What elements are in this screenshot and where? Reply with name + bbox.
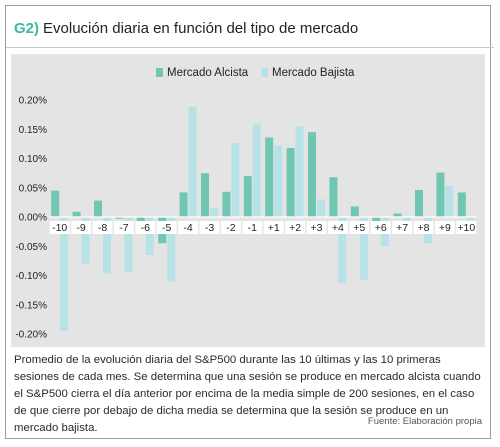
bar-bajista bbox=[402, 217, 411, 223]
x-label-bg bbox=[178, 221, 199, 234]
bar-bajista bbox=[124, 217, 133, 273]
bar-alcista bbox=[265, 137, 274, 217]
x-label-bg bbox=[392, 221, 413, 234]
bar-alcista bbox=[372, 217, 381, 222]
x-label-bg bbox=[156, 221, 177, 234]
chart-source: Fuente: Elaboración propia bbox=[367, 416, 482, 427]
x-label-bg bbox=[49, 221, 70, 234]
bar-alcista bbox=[436, 172, 445, 217]
bar-bajista bbox=[359, 217, 368, 281]
x-tick-label: +3 bbox=[311, 222, 323, 234]
bar-bajista bbox=[188, 107, 197, 217]
x-tick-label: -6 bbox=[141, 222, 150, 234]
bar-alcista bbox=[51, 190, 60, 217]
x-tick-label: +8 bbox=[418, 222, 430, 234]
legend-label: Mercado Alcista bbox=[167, 67, 249, 79]
y-tick-label: -0.05% bbox=[15, 242, 47, 253]
x-tick-label: -1 bbox=[248, 222, 257, 234]
x-tick-label: +10 bbox=[457, 222, 475, 234]
chart-caption: Promedio de la evolución diaria del S&P5… bbox=[14, 354, 481, 434]
figure-title: Evolución diaria en función del tipo de … bbox=[43, 20, 359, 37]
bar-bajista bbox=[466, 217, 475, 220]
x-tick-label: +2 bbox=[289, 222, 301, 234]
x-tick-label: +4 bbox=[332, 222, 344, 234]
bar-bajista bbox=[295, 126, 304, 217]
x-tick-label: -9 bbox=[76, 222, 85, 234]
x-tick-label: -10 bbox=[52, 222, 67, 234]
x-label-bg bbox=[242, 221, 263, 234]
x-label-bg bbox=[71, 221, 92, 234]
bar-bajista bbox=[81, 217, 90, 264]
x-label-bg bbox=[306, 221, 327, 234]
legend-swatch bbox=[261, 68, 268, 77]
bar-bajista bbox=[252, 123, 261, 217]
bar-alcista bbox=[72, 211, 81, 217]
y-tick-label: -0.10% bbox=[15, 271, 47, 282]
figure-code: G2) bbox=[14, 20, 40, 37]
bar-alcista bbox=[329, 177, 338, 217]
x-label-bg bbox=[220, 221, 241, 234]
y-tick-label: 0.00% bbox=[19, 213, 47, 224]
bar-alcista bbox=[457, 192, 466, 217]
x-tick-label: +1 bbox=[268, 222, 280, 234]
x-tick-label: +7 bbox=[396, 222, 408, 234]
x-tick-label: +9 bbox=[439, 222, 451, 234]
x-label-bg bbox=[135, 221, 156, 234]
x-tick-label: -7 bbox=[119, 222, 128, 234]
bar-alcista bbox=[94, 200, 102, 217]
legend-swatch bbox=[156, 68, 163, 77]
bar-alcista bbox=[179, 192, 188, 217]
y-tick-label: -0.20% bbox=[15, 330, 47, 341]
bar-alcista bbox=[350, 206, 359, 217]
bar-alcista bbox=[286, 147, 295, 217]
x-label-bg bbox=[370, 221, 391, 234]
bar-bajista bbox=[445, 185, 454, 217]
bar-alcista bbox=[243, 176, 252, 217]
bar-alcista bbox=[308, 132, 316, 217]
x-label-bg bbox=[92, 221, 113, 234]
bar-bajista bbox=[231, 143, 240, 217]
bar-bajista bbox=[274, 145, 283, 217]
y-tick-label: 0.20% bbox=[19, 96, 47, 107]
x-tick-label: -4 bbox=[183, 222, 192, 234]
bar-bajista bbox=[145, 217, 154, 256]
bar-bajista bbox=[60, 217, 69, 332]
x-tick-label: +6 bbox=[375, 222, 387, 234]
bar-alcista bbox=[222, 191, 231, 217]
x-label-bg bbox=[263, 221, 284, 234]
x-label-bg bbox=[349, 221, 370, 234]
y-tick-label: 0.15% bbox=[19, 125, 47, 136]
legend-label: Mercado Bajista bbox=[272, 67, 355, 79]
bar-alcista bbox=[201, 173, 209, 217]
bar-alcista bbox=[393, 213, 402, 217]
x-label-bg bbox=[327, 221, 348, 234]
x-tick-label: -8 bbox=[98, 222, 107, 234]
x-tick-label: -3 bbox=[205, 222, 214, 234]
x-label-bg bbox=[413, 221, 434, 234]
x-label-bg bbox=[456, 221, 477, 234]
x-label-bg bbox=[434, 221, 455, 234]
x-label-bg bbox=[285, 221, 306, 234]
bar-alcista bbox=[115, 217, 124, 219]
x-tick-label: -2 bbox=[226, 222, 235, 234]
bar-bajista bbox=[317, 199, 325, 217]
x-label-bg bbox=[199, 221, 220, 234]
x-tick-label: -5 bbox=[162, 222, 171, 234]
title-divider bbox=[6, 47, 494, 48]
bar-bajista bbox=[167, 217, 176, 282]
y-tick-label: 0.10% bbox=[19, 154, 47, 165]
bar-bajista bbox=[338, 217, 347, 284]
y-tick-label: -0.15% bbox=[15, 300, 47, 311]
bar-chart: Mercado Alcista Mercado Bajista 0.20% 0.15%… bbox=[15, 67, 477, 341]
chart-title: G2) Evolución diaria en función del tipo … bbox=[14, 20, 358, 37]
bar-bajista bbox=[103, 217, 111, 274]
x-label-bg bbox=[113, 221, 134, 234]
bar-bajista bbox=[210, 208, 218, 217]
bar-alcista bbox=[415, 190, 423, 217]
x-tick-label: +5 bbox=[353, 222, 365, 234]
chart-area: Mercado Alcista Mercado Bajista 0.20% 0.15%… bbox=[11, 54, 485, 347]
y-tick-label: 0.05% bbox=[19, 183, 47, 194]
